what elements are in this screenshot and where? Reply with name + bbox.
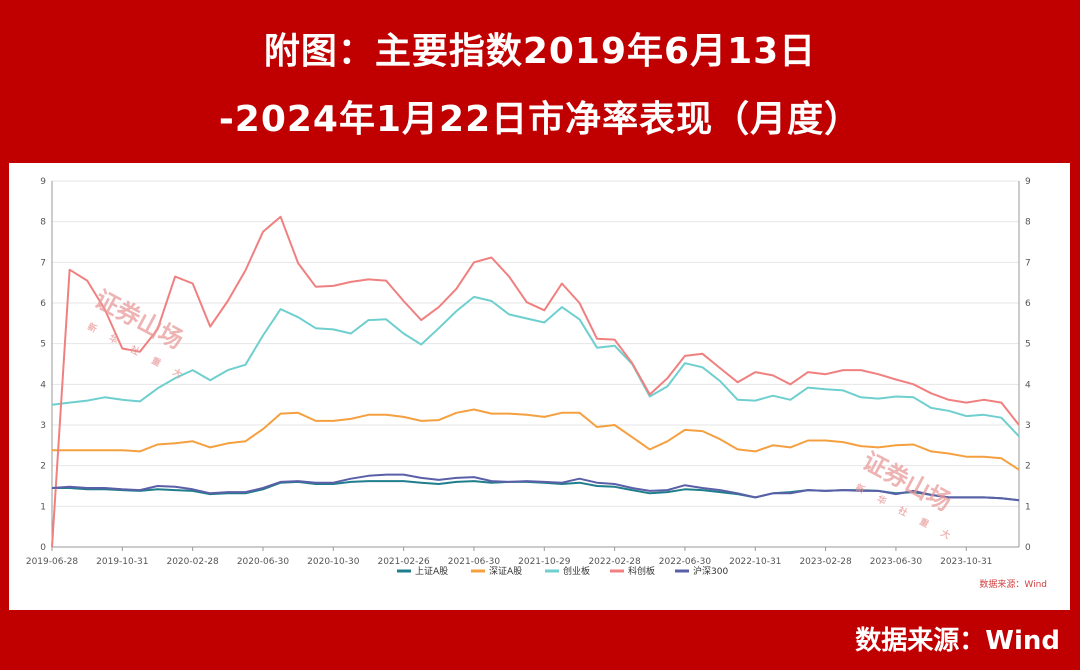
title-line-1: 附图：主要指数2019年6月13日 (263, 31, 817, 72)
footer-data-source: 数据来源：Wind (855, 626, 1060, 656)
x-tick-label: 2019-10-31 (96, 557, 148, 567)
legend-label: 沪深300 (693, 565, 728, 577)
chart-legend: 上证A股 深证A股 创业板 科创板 沪深300 (397, 565, 728, 577)
x-tick-label: 2020-10-30 (307, 557, 360, 567)
x-tick-label: 2023-02-28 (799, 557, 852, 567)
chart-panel: 0 0 1 1 2 2 3 3 4 4 5 5 6 6 7 7 8 8 9 9 2019-06-28 2019-10-31… (9, 163, 1070, 610)
x-tick-label: 2023-06-30 (870, 557, 923, 567)
y-tick-label-right: 5 (1025, 340, 1031, 350)
chart-series (51, 215, 1020, 548)
series-line (51, 295, 1020, 438)
y-tick-label-right: 7 (1025, 258, 1031, 268)
y-tick-label-left: 4 (40, 380, 46, 390)
y-tick-label-right: 8 (1025, 218, 1031, 228)
y-tick-label-right: 2 (1025, 462, 1031, 472)
pb-ratio-line-chart: 0 0 1 1 2 2 3 3 4 4 5 5 6 6 7 7 8 8 9 9 2019-06-28 2019-10-31… (26, 177, 1047, 590)
x-tick-label: 2019-06-28 (26, 557, 79, 567)
y-tick-label-left: 6 (40, 299, 46, 309)
x-tick-label: 2021-06-30 (448, 557, 501, 567)
x-tick-label: 2021-10-29 (518, 557, 571, 567)
y-tick-label-right: 1 (1025, 502, 1031, 512)
chart-source-note: 数据来源：Wind (979, 578, 1047, 590)
legend-label: 深证A股 (489, 566, 522, 577)
title-line-2: -2024年1月22日市净率表现（月度） (218, 99, 862, 140)
series-1 (52, 408, 1020, 471)
y-tick-label-left: 0 (40, 543, 46, 553)
y-tick-label-left: 8 (40, 218, 46, 228)
y-tick-label-left: 7 (40, 258, 46, 268)
x-tick-label: 2020-02-28 (166, 557, 219, 567)
y-tick-label-left: 1 (40, 502, 46, 512)
chart-axes: 0 0 1 1 2 2 3 3 4 4 5 5 6 6 7 7 8 8 9 9 2019-06-28 2019-10-31… (26, 177, 1031, 567)
y-tick-label-left: 9 (40, 177, 46, 187)
x-tick-label: 2020-06-30 (237, 557, 290, 567)
y-tick-label-right: 9 (1025, 177, 1031, 187)
y-tick-label-left: 5 (40, 340, 46, 350)
legend-label: 科创板 (628, 565, 655, 577)
legend-label: 创业板 (563, 565, 590, 577)
x-tick-label: 2022-10-31 (729, 557, 781, 567)
series-line (52, 408, 1020, 471)
series-line (51, 215, 1020, 548)
series-4 (51, 473, 1020, 502)
y-tick-label-right: 6 (1025, 299, 1031, 309)
x-tick-label: 2022-06-30 (659, 557, 712, 567)
y-tick-label-right: 4 (1025, 380, 1031, 390)
x-tick-label: 2022-02-28 (588, 557, 641, 567)
y-tick-label-left: 2 (40, 462, 46, 472)
x-tick-label: 2021-02-26 (377, 557, 430, 567)
y-tick-label-right: 0 (1025, 543, 1031, 553)
series-3 (51, 215, 1020, 548)
x-tick-label: 2023-10-31 (940, 557, 992, 567)
y-tick-label-left: 3 (40, 421, 46, 431)
chart-gridlines (52, 180, 1019, 507)
series-2 (51, 295, 1020, 438)
legend-label: 上证A股 (415, 566, 448, 577)
y-tick-label-right: 3 (1025, 421, 1031, 431)
series-line (51, 473, 1020, 502)
